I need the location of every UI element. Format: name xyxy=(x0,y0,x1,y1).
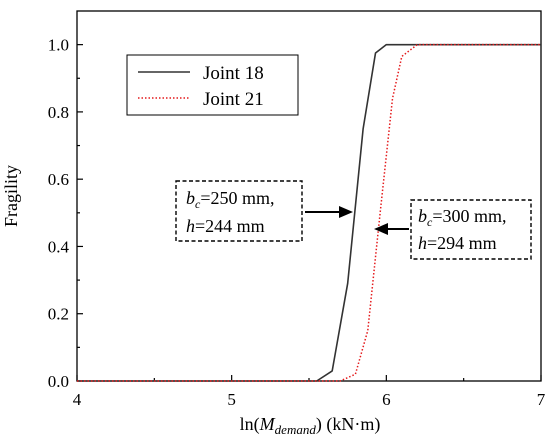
series-layer xyxy=(77,43,541,382)
annotation-joint-21: bc=300 mm, h=294 mm xyxy=(374,199,532,260)
x-tick-label: 6 xyxy=(382,390,391,409)
y-tick-label: 0.8 xyxy=(48,103,69,122)
x-tick-label: 7 xyxy=(537,390,546,409)
x-axis-label: ln(Mdemand) (kN·m) xyxy=(240,414,381,437)
annotation-arrowhead-joint-21 xyxy=(374,223,388,235)
series-line-joint-18 xyxy=(77,43,541,382)
y-tick-label: 0.6 xyxy=(48,170,69,189)
y-axis-ticks: 0.0 0.2 0.4 0.6 0.8 1.0 xyxy=(48,36,83,391)
annotation-box-joint-21 xyxy=(410,199,532,260)
y-tick-label: 1.0 xyxy=(48,36,69,55)
x-tick-label: 5 xyxy=(227,390,236,409)
x-tick-label: 4 xyxy=(73,390,82,409)
annotation-joint-18: bc=250 mm, h=244 mm xyxy=(175,180,353,242)
y-axis-label: Fragility xyxy=(1,165,21,227)
x-axis-ticks: 4 5 6 7 xyxy=(73,375,546,409)
legend-box xyxy=(126,54,299,116)
annotation-box-joint-18 xyxy=(175,180,303,242)
y-tick-label: 0.2 xyxy=(48,305,69,324)
annotation-arrowhead-joint-18 xyxy=(339,206,353,218)
annotation-joint-21-line1: bc=300 mm, xyxy=(418,206,506,229)
annotation-joint-18-line2: h=244 mm xyxy=(186,216,265,236)
y-tick-label: 0.0 xyxy=(48,372,69,391)
annotation-joint-18-line1: bc=250 mm, xyxy=(186,188,274,211)
y-tick-label: 0.4 xyxy=(48,237,70,256)
annotation-joint-21-line2: h=294 mm xyxy=(418,233,497,253)
legend-label-joint-18: Joint 18 xyxy=(203,63,264,84)
legend: Joint 18 Joint 21 xyxy=(126,54,299,116)
legend-label-joint-21: Joint 21 xyxy=(203,89,264,110)
